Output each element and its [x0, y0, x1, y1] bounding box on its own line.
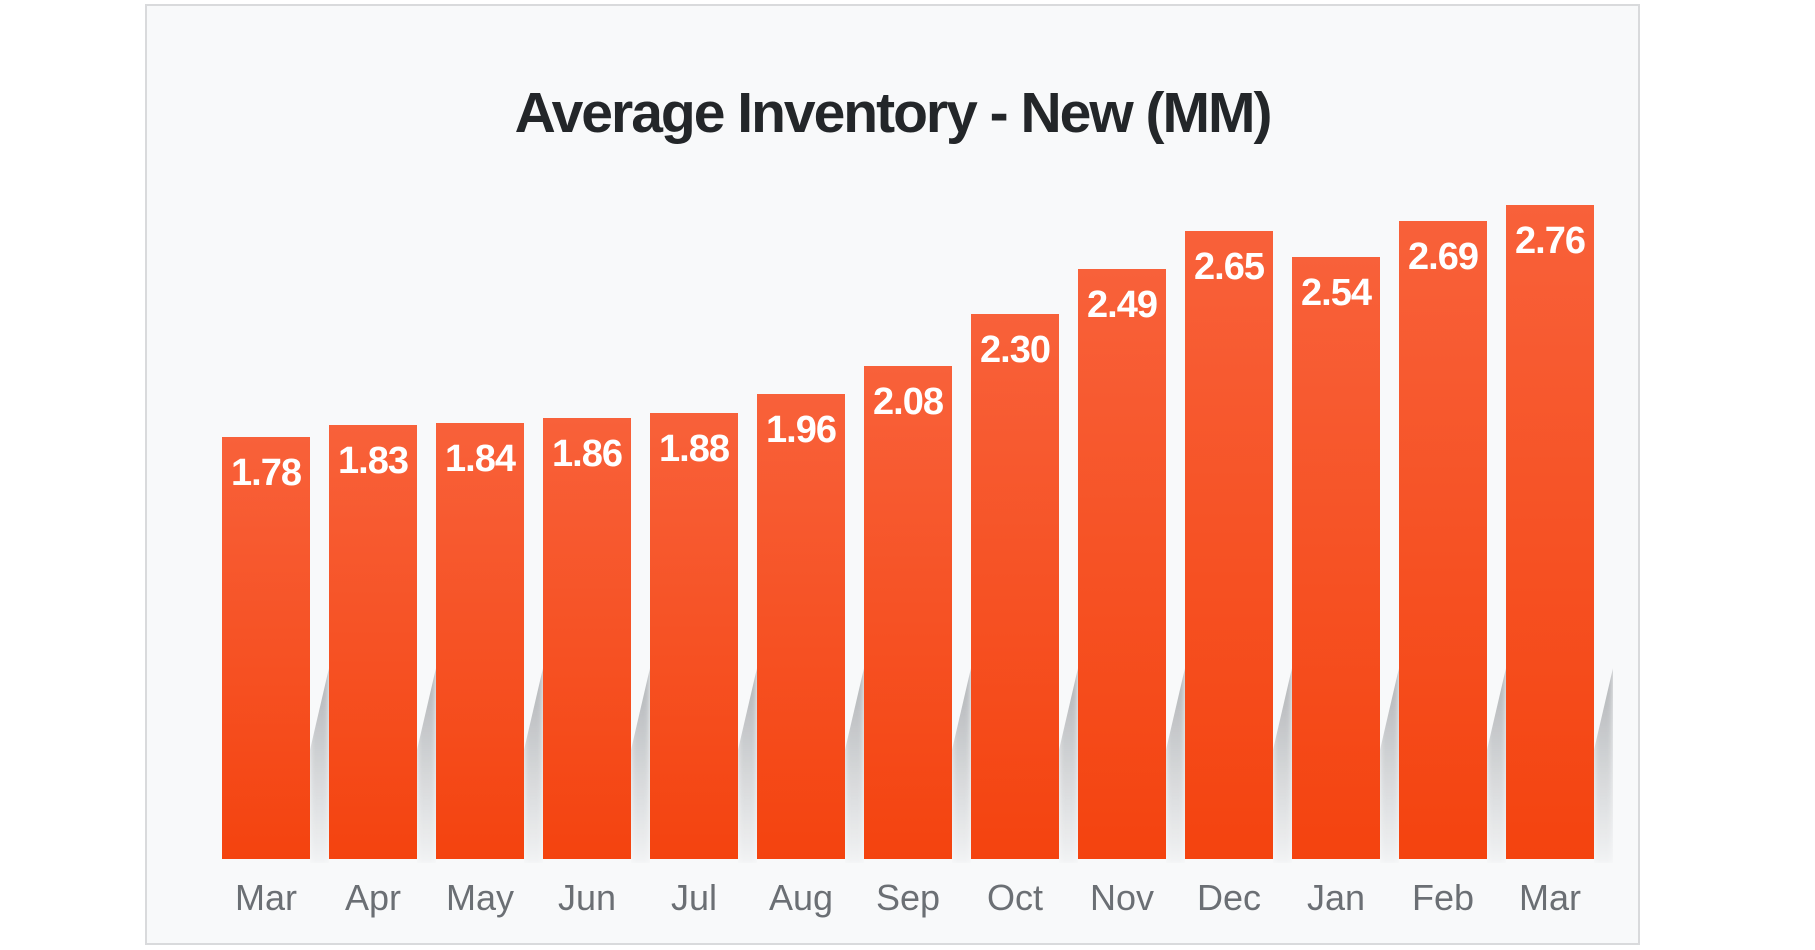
bar-chart: 1.78 Mar 1.83 Apr 1.84 May 1.86 Jun 1.88 Jul 1.96 A…	[222, 197, 1613, 918]
x-axis-label: Jun	[557, 877, 617, 918]
bar-value-label: 2.49	[1087, 284, 1158, 326]
bar-value-label: 1.83	[338, 440, 409, 482]
chart-title: Average Inventory - New (MM)	[514, 81, 1273, 145]
bar[interactable]: 1.86 Jun	[543, 418, 650, 918]
bar-value-label: 1.96	[766, 409, 837, 451]
bar-shadow	[631, 668, 650, 863]
bar-value-label: 2.08	[873, 381, 944, 423]
bar-shadow	[952, 668, 971, 863]
bar-value-label: 1.78	[231, 452, 302, 494]
x-axis-label: May	[445, 877, 514, 918]
bar-shadow	[417, 668, 436, 863]
bar-shadow	[1380, 668, 1399, 863]
bar-shadow	[524, 668, 543, 863]
x-axis-label: Feb	[1411, 877, 1475, 918]
bar[interactable]: 1.88 Jul	[650, 413, 757, 918]
chart-card: Average Inventory - New (MM) 1.78 Mar 1.83…	[145, 4, 1640, 945]
bar[interactable]: 2.69 Feb	[1399, 221, 1506, 918]
x-axis-label: Apr	[344, 877, 402, 918]
bar[interactable]: 2.65 Dec	[1185, 231, 1292, 918]
bar[interactable]: 2.49 Nov	[1078, 269, 1185, 918]
x-axis-label: Dec	[1196, 877, 1262, 918]
bar-value-label: 2.65	[1194, 246, 1265, 288]
bar[interactable]: 2.30 Oct	[971, 314, 1078, 918]
bar-shadow	[1487, 668, 1506, 863]
bar[interactable]: 2.08 Sep	[864, 366, 971, 918]
x-axis-label: Mar	[235, 877, 297, 918]
bar[interactable]: 1.83 Apr	[329, 425, 436, 918]
bar-value-label: 2.30	[980, 329, 1051, 371]
bar[interactable]: 2.76 Mar	[1506, 205, 1613, 918]
bar-shadow	[1059, 668, 1078, 863]
x-axis-label: Jan	[1306, 877, 1366, 918]
x-axis-label: Nov	[1089, 877, 1155, 918]
x-axis-label: Oct	[986, 877, 1043, 918]
bar-value-label: 1.86	[552, 433, 623, 475]
x-axis-label: Aug	[768, 877, 834, 918]
bar-shadow	[1273, 668, 1292, 863]
bar-shadow	[1166, 668, 1185, 863]
bar-value-label: 1.84	[445, 438, 516, 480]
bar-value-label: 2.54	[1301, 272, 1372, 314]
x-axis-label: Sep	[875, 877, 941, 918]
bar[interactable]: 2.54 Jan	[1292, 257, 1399, 918]
bar-shadow	[845, 668, 864, 863]
x-axis-label: Mar	[1519, 877, 1581, 918]
bar-value-label: 2.69	[1408, 236, 1479, 278]
bar[interactable]: 1.78 Mar	[222, 437, 329, 918]
x-axis-label: Jul	[670, 877, 718, 918]
bar-shadow	[1594, 668, 1613, 863]
bar[interactable]: 1.96 Aug	[757, 394, 864, 918]
bar[interactable]: 1.84 May	[436, 423, 543, 918]
bar-shadow	[738, 668, 757, 863]
bar-shadow	[310, 668, 329, 863]
bar-value-label: 1.88	[659, 428, 730, 470]
bar-value-label: 2.76	[1515, 220, 1586, 262]
